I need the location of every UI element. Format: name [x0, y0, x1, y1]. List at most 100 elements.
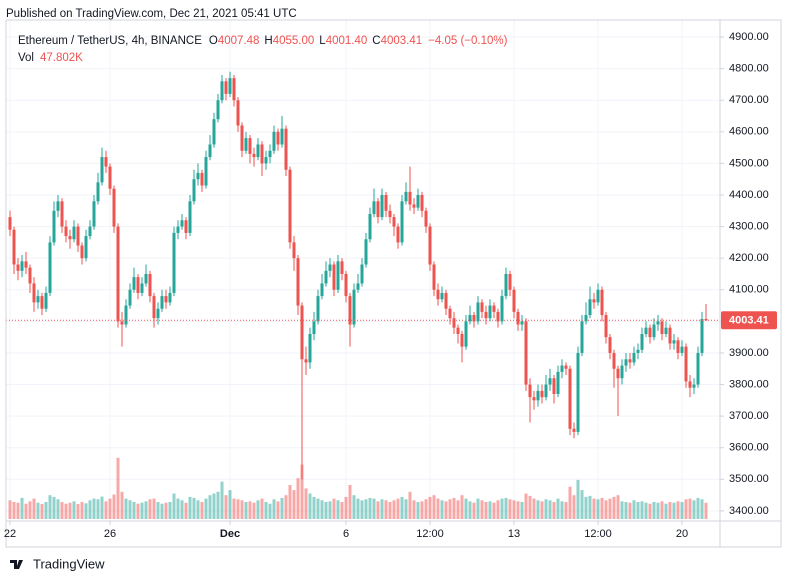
volume-bar	[636, 502, 640, 519]
candle-body	[484, 311, 488, 319]
volume-bar	[240, 500, 244, 519]
candle-body	[516, 311, 520, 325]
volume-bar	[80, 502, 84, 519]
candle-body	[468, 315, 472, 322]
candle-body	[592, 299, 596, 303]
last-price-tag	[721, 311, 777, 330]
y-tick-label: 4500.00	[729, 157, 769, 169]
candle-body	[68, 236, 72, 240]
candle-body	[280, 128, 284, 145]
volume-bar	[176, 498, 180, 519]
candle-body	[384, 195, 388, 211]
volume-bar	[676, 501, 680, 519]
volume-bar	[72, 501, 76, 519]
volume-bar	[388, 502, 392, 519]
candle-body	[548, 378, 552, 385]
symbol-header: Ethereum / TetherUS, 4h, BINANCE O4007.48…	[18, 35, 508, 47]
brand-name: TradingView	[33, 556, 105, 571]
volume-bar	[416, 502, 420, 519]
volume-bar	[492, 502, 496, 519]
volume-bar	[356, 498, 360, 519]
candle-body	[356, 283, 360, 290]
candle-body	[244, 138, 248, 151]
x-tick-label: 12:00	[584, 528, 612, 540]
y-tick-label: 3900.00	[729, 347, 769, 359]
volume-bar	[628, 502, 632, 519]
volume-bar	[500, 498, 504, 519]
candle-body	[456, 327, 460, 334]
volume-bar	[192, 497, 196, 519]
volume-bar	[144, 501, 148, 519]
candle-body	[192, 179, 196, 202]
volume-bar	[84, 503, 88, 519]
volume-bar	[200, 502, 204, 519]
volume-bar	[668, 502, 672, 519]
y-tick-label: 4200.00	[729, 252, 769, 264]
candle-body	[496, 311, 500, 322]
volume-bar	[160, 503, 164, 519]
volume-bar	[420, 501, 424, 519]
candle-body	[544, 384, 548, 398]
volume-bar	[328, 501, 332, 519]
candle-body	[240, 125, 244, 151]
candle-body	[208, 144, 212, 158]
candle-body	[660, 321, 664, 334]
volume-bar	[700, 499, 704, 519]
volume-bar	[656, 502, 660, 519]
candle-body	[644, 327, 648, 334]
candle-body	[72, 226, 76, 240]
volume-bar	[404, 499, 408, 519]
candle-body	[296, 258, 300, 306]
candle-body	[580, 321, 584, 353]
volume-bar	[596, 499, 600, 519]
candle-body	[480, 302, 484, 312]
volume-layer	[8, 457, 708, 519]
volume-bar	[16, 502, 20, 519]
candle-body	[492, 305, 496, 312]
volume-bar	[556, 498, 560, 519]
candle-body	[288, 169, 292, 243]
candle-body	[624, 359, 628, 366]
candle-body	[120, 321, 124, 325]
volume-bar	[128, 500, 132, 519]
candle-body	[520, 321, 524, 325]
volume-bar	[36, 502, 40, 519]
candle-body	[656, 321, 660, 325]
volume-bar	[244, 502, 248, 519]
volume-bar	[496, 500, 500, 519]
volume-bar	[184, 502, 188, 519]
volume-bar	[452, 497, 456, 519]
candle-body	[48, 242, 52, 293]
volume-bar	[648, 503, 652, 519]
y-tick-label: 4600.00	[729, 126, 769, 138]
volume-bar	[272, 499, 276, 519]
candle-body	[160, 296, 164, 309]
chart-frame	[5, 19, 782, 548]
candle-body	[268, 150, 272, 158]
y-tick-label: 4400.00	[729, 189, 769, 201]
candle-body	[692, 384, 696, 388]
candle-body	[104, 157, 108, 167]
candle-body	[224, 81, 228, 94]
volume-bar	[512, 500, 516, 519]
candle-body	[588, 299, 592, 316]
volume-bar	[568, 486, 572, 519]
volume-bar	[476, 498, 480, 519]
volume-bar	[44, 502, 48, 519]
symbol-title: Ethereum / TetherUS, 4h, BINANCE	[18, 35, 202, 47]
volume-bar	[608, 498, 612, 519]
volume-bar	[672, 502, 676, 519]
candle-body	[328, 264, 332, 271]
x-tick-label: 20	[676, 528, 688, 540]
candle-body	[300, 305, 304, 360]
candle-body	[540, 390, 544, 398]
volume-bar	[64, 503, 68, 519]
volume-bar	[48, 495, 52, 519]
candle-body	[144, 273, 148, 284]
candle-body	[408, 191, 412, 205]
candle-body	[616, 368, 620, 379]
candle-body	[612, 352, 616, 369]
volume-bar	[664, 503, 668, 519]
volume-bar	[508, 499, 512, 519]
candle-body	[188, 201, 192, 233]
